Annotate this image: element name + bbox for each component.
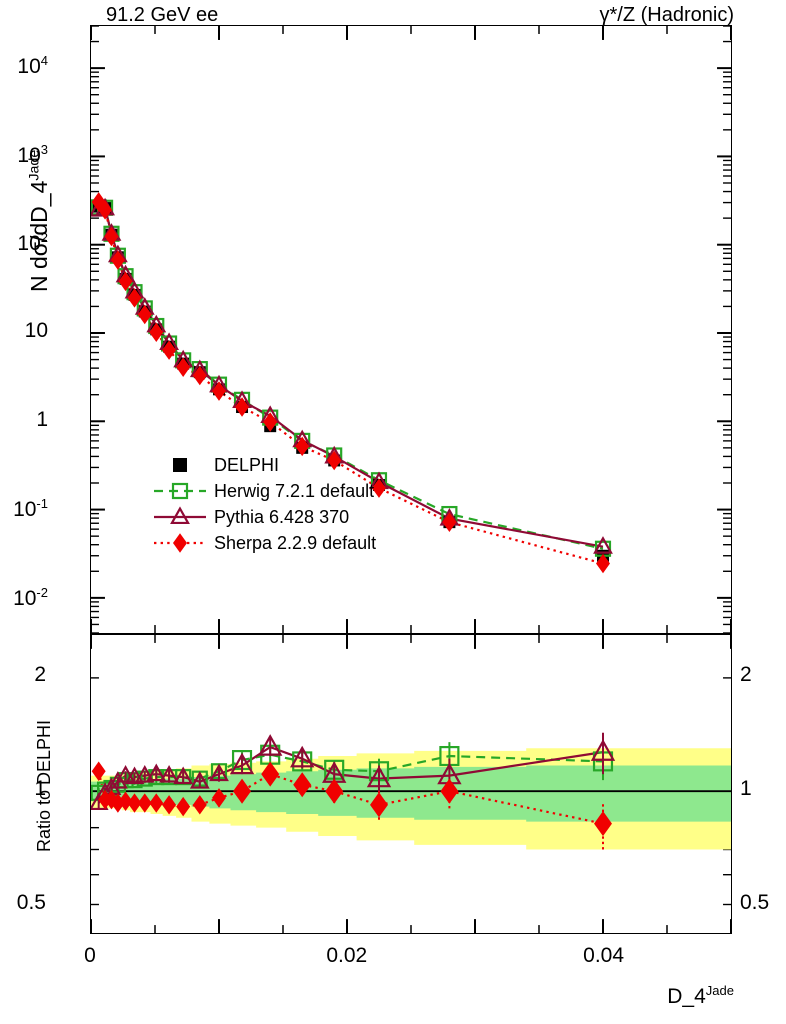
header-energy-label: 91.2 GeV ee (106, 4, 219, 26)
y-axis-tick-exponent: -1 (36, 496, 48, 512)
legend-marker-pythia (152, 504, 208, 530)
x-axis-tick-label: 0 (84, 944, 96, 967)
y-axis-tick-base: 1 (36, 407, 48, 431)
y-axis-tick-label: 102 (0, 230, 48, 256)
y-axis-tick-exponent: 3 (40, 141, 48, 157)
y-axis-tick-exponent: -2 (36, 584, 48, 600)
ratio-plot-canvas (91, 635, 731, 933)
y-axis-tick-label: 104 (0, 53, 48, 79)
legend-marker-herwig (152, 478, 208, 504)
y-axis-tick-label: 10-2 (0, 585, 48, 611)
y-axis-tick-base: 10 (13, 586, 37, 610)
header-process-label: γ*/Z (Hadronic) (599, 4, 734, 26)
x-axis-tick-label: 0.02 (326, 944, 368, 967)
x-axis-label-sup: Jade (705, 983, 734, 998)
y-axis-tick-base: 10 (24, 319, 48, 342)
y-axis-tick-label: 10 (0, 319, 48, 343)
ratio-axis-tick-label-left: 0.5 (16, 891, 46, 915)
legend-label-sherpa: Sherpa 2.2.9 default (214, 532, 377, 553)
ratio-axis-tick-label-right: 1 (740, 777, 752, 801)
legend-item-herwig[interactable]: Herwig 7.2.1 default (152, 478, 376, 504)
ratio-axis-tick-label-right: 2 (740, 663, 752, 687)
y-axis-label: N dσ/dD_4Jade (26, 150, 53, 292)
legend-item-sherpa[interactable]: Sherpa 2.2.9 default (152, 530, 376, 556)
y-axis-tick-exponent: 4 (40, 53, 48, 69)
legend-label-delphi: DELPHI (214, 454, 280, 475)
ratio-plot-panel (90, 634, 732, 934)
ratio-axis-tick-label-left: 1 (34, 777, 46, 801)
y-axis-tick-base: 10 (13, 498, 37, 522)
y-axis-tick-label: 10-1 (0, 496, 48, 522)
legend-label-herwig: Herwig 7.2.1 default (214, 480, 375, 501)
x-axis-label-text: D_4 (667, 985, 706, 1008)
y-axis-tick-label: 1 (0, 408, 48, 432)
y-axis-tick-base: 10 (17, 232, 41, 256)
legend-item-delphi[interactable]: DELPHI (152, 452, 376, 478)
legend-marker-delphi (152, 452, 208, 478)
y-axis-tick-base: 10 (17, 143, 41, 167)
legend: DELPHI Herwig 7.2.1 default Pythia 6.428 3… (152, 452, 376, 556)
y-axis-tick-base: 10 (17, 55, 41, 79)
ratio-axis-tick-label-right: 0.5 (740, 891, 770, 915)
y-axis-tick-exponent: 2 (40, 230, 48, 246)
y-axis-tick-label: 103 (0, 142, 48, 168)
main-plot-canvas (91, 26, 731, 633)
legend-marker-sherpa (152, 530, 208, 556)
ratio-axis-tick-label-left: 2 (34, 663, 46, 687)
x-axis-tick-label: 0.04 (583, 944, 625, 967)
legend-label-pythia: Pythia 6.428 370 (214, 506, 350, 527)
x-axis-label: D_4Jade (667, 983, 734, 1009)
legend-item-pythia[interactable]: Pythia 6.428 370 (152, 504, 376, 530)
main-plot-panel (90, 25, 732, 634)
